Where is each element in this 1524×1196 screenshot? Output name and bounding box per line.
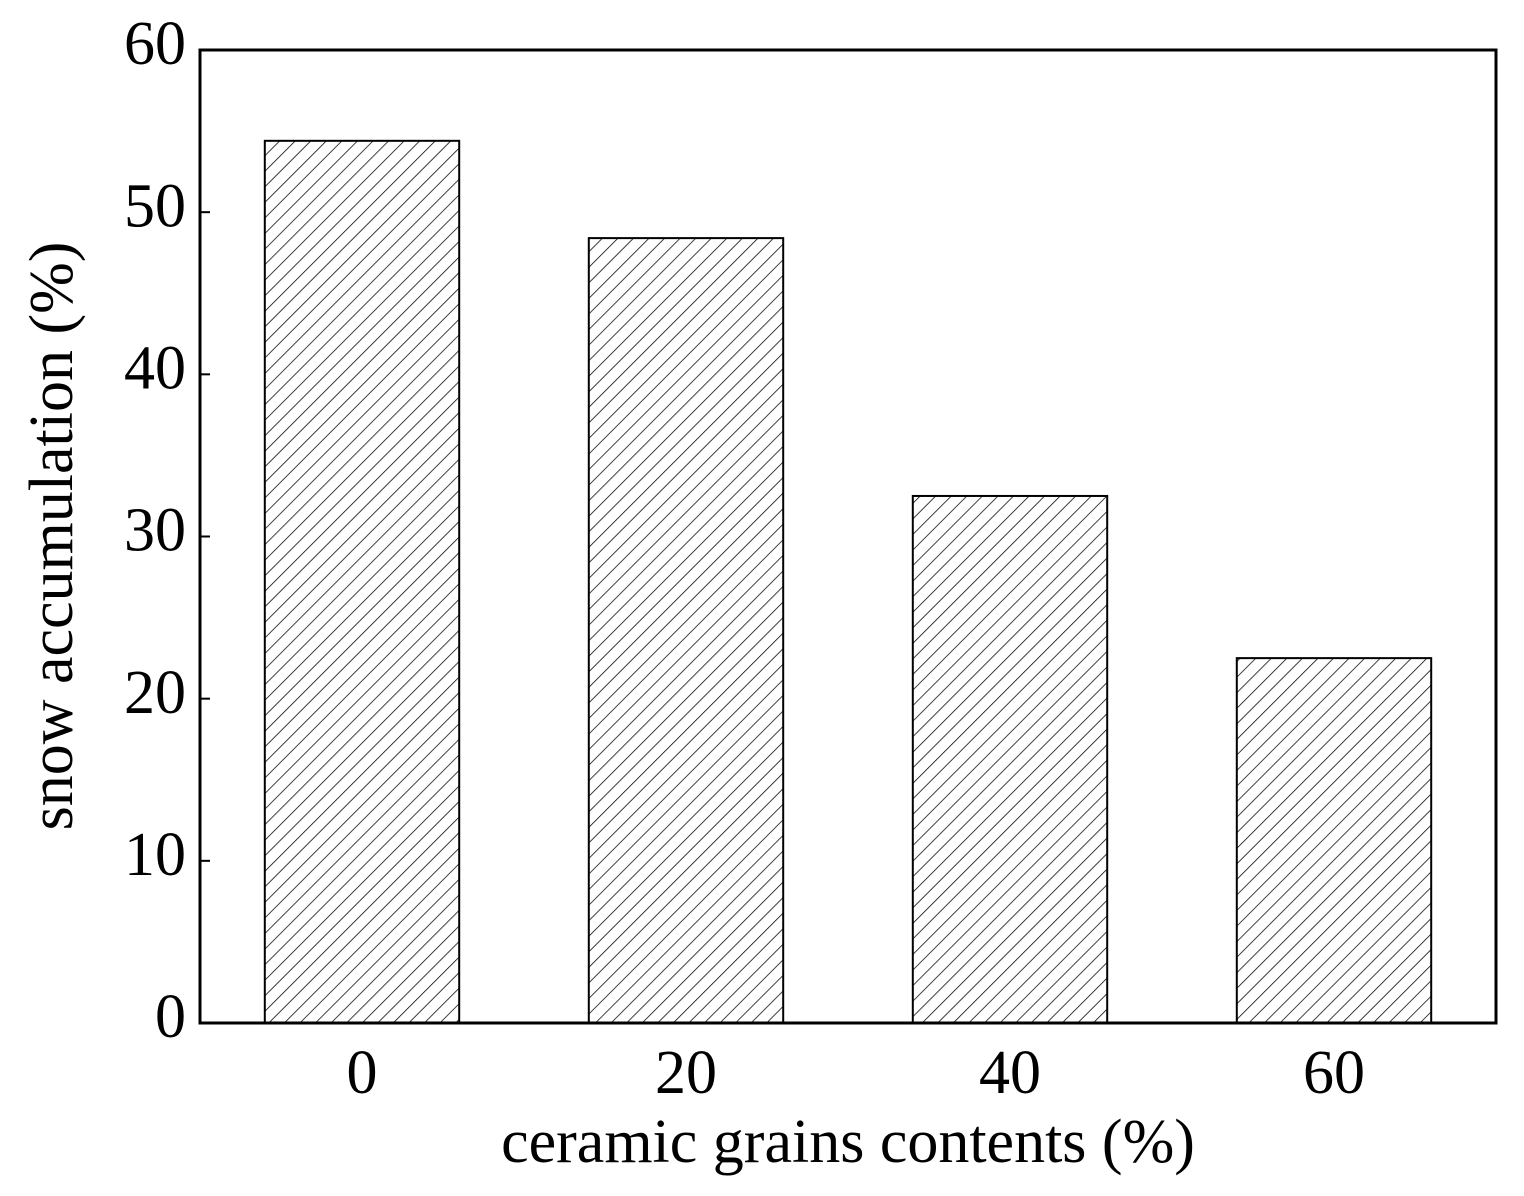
x-tick-label: 20: [655, 1039, 717, 1107]
x-tick-label: 0: [347, 1039, 378, 1107]
y-tick-label: 10: [124, 821, 186, 889]
plot-frame: [198, 48, 1498, 1025]
x-axis-label: ceramic grains contents (%): [501, 1108, 1195, 1176]
y-tick-label: 0: [155, 983, 186, 1051]
bar: [1235, 657, 1433, 1024]
y-tick-label: 20: [124, 659, 186, 727]
y-tick-label: 50: [124, 172, 186, 240]
x-tick-label: 40: [979, 1039, 1041, 1107]
bar: [587, 237, 785, 1024]
y-tick-label: 40: [124, 335, 186, 403]
y-tick-label: 60: [124, 10, 186, 78]
bar: [263, 139, 461, 1024]
y-tick-label: 30: [124, 497, 186, 565]
bar: [911, 494, 1109, 1025]
x-tick-label: 60: [1303, 1039, 1365, 1107]
y-axis-label: snow accumulation (%): [18, 242, 86, 831]
